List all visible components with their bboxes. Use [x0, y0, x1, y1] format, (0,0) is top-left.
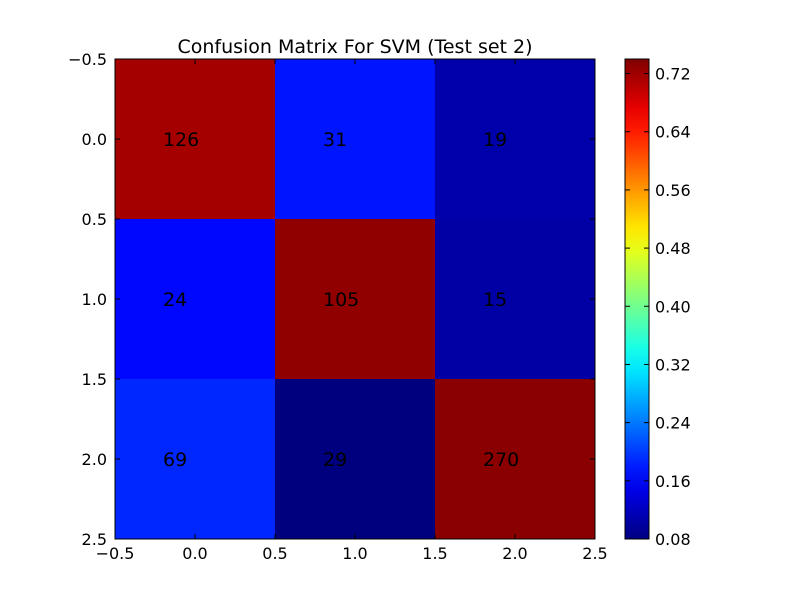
heatmap-cell	[435, 379, 595, 539]
cell-count-label: 126	[163, 129, 199, 151]
cell-count-label: 15	[483, 289, 507, 311]
x-tick-label: −0.5	[96, 544, 135, 563]
cell-count-label: 24	[163, 289, 187, 311]
x-axis-ticks: −0.5 0.0 0.5 1.0 1.5 2.0 2.5	[96, 59, 608, 563]
colorbar-tick-label: 0.24	[655, 414, 691, 433]
colorbar-tick-label: 0.56	[655, 181, 691, 200]
x-tick-label: 2.0	[502, 544, 527, 563]
cell-count-label: 270	[483, 449, 519, 471]
heatmap-cell	[435, 219, 595, 379]
chart-title: Confusion Matrix For SVM (Test set 2)	[177, 36, 532, 58]
cell-count-label: 69	[163, 449, 187, 471]
heatmap-cells	[115, 59, 595, 539]
colorbar-tick-label: 0.32	[655, 355, 691, 374]
x-tick-label: 1.0	[342, 544, 367, 563]
colorbar-ticks: 0.72 0.64 0.56 0.48 0.40 0.32 0.24 0.16 0.08	[625, 65, 691, 549]
heatmap-cell	[115, 59, 275, 219]
colorbar-tick-label: 0.72	[655, 65, 691, 84]
colorbar-tick-label: 0.48	[655, 239, 691, 258]
heatmap-cell	[115, 379, 275, 539]
y-tick-label: −0.5	[68, 50, 107, 69]
colorbar-tick-label: 0.16	[655, 472, 691, 491]
y-tick-label: 1.5	[82, 370, 107, 389]
heatmap-cell	[115, 219, 275, 379]
cell-count-label: 31	[323, 129, 347, 151]
y-tick-label: 2.5	[82, 530, 107, 549]
colorbar-tick-label: 0.40	[655, 297, 691, 316]
heatmap-cell	[275, 59, 435, 219]
y-tick-label: 0.0	[82, 130, 107, 149]
heatmap-cell	[275, 219, 435, 379]
x-tick-label: 0.5	[262, 544, 287, 563]
x-tick-label: 1.5	[422, 544, 447, 563]
x-tick-label: 0.0	[182, 544, 207, 563]
y-axis-ticks: −0.5 0.0 0.5 1.0 1.5 2.0 2.5	[68, 50, 595, 549]
heatmap-cell	[435, 59, 595, 219]
colorbar-tick-label: 0.08	[655, 530, 691, 549]
heatmap-cell	[275, 379, 435, 539]
x-tick-label: 2.5	[582, 544, 607, 563]
cell-count-label: 105	[323, 289, 359, 311]
colorbar-tick-label: 0.64	[655, 123, 691, 142]
cell-labels: 126 31 19 24 105 15 69 29 270	[163, 129, 519, 471]
y-tick-label: 1.0	[82, 290, 107, 309]
y-tick-label: 2.0	[82, 450, 107, 469]
cell-count-label: 19	[483, 129, 507, 151]
cell-count-label: 29	[323, 449, 347, 471]
colorbar	[624, 58, 650, 540]
y-tick-label: 0.5	[82, 210, 107, 229]
